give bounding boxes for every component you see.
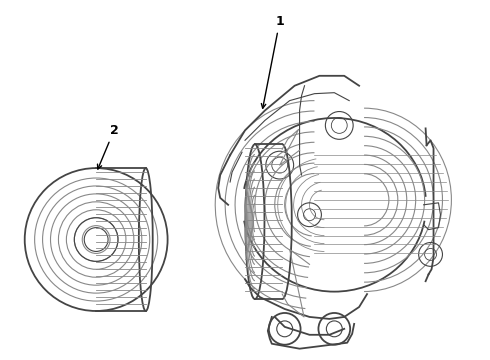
Text: 2: 2 <box>98 124 119 169</box>
Text: 1: 1 <box>261 15 284 108</box>
